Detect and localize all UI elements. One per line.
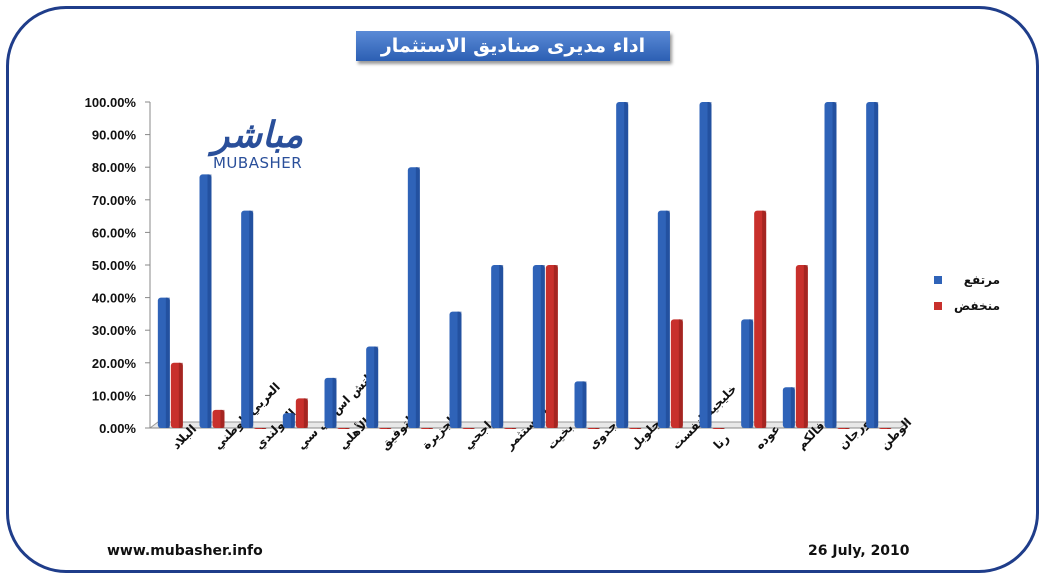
y-tick-label: 30.00%: [92, 323, 137, 338]
x-tick-label: رنا: [711, 431, 732, 452]
bar-high: [241, 210, 254, 428]
bar-shade: [303, 398, 308, 428]
bar-high: [824, 102, 837, 428]
bar-high: [699, 102, 712, 428]
bar-high: [491, 265, 504, 428]
bar-low: [670, 319, 683, 428]
y-tick-label: 10.00%: [92, 388, 137, 403]
rounded-frame: [6, 6, 1039, 573]
bar-high: [866, 102, 879, 428]
mubasher-logo: مباشر MUBASHER: [212, 115, 304, 173]
legend-label: مرتفع: [964, 273, 1000, 287]
bar-low: [795, 265, 808, 428]
bar-shade: [387, 428, 392, 429]
legend-label: منخفض: [954, 299, 1000, 313]
bar-low: [629, 428, 642, 429]
legend-swatch: [934, 276, 942, 284]
bar-shade: [262, 428, 267, 429]
y-tick-label: 80.00%: [92, 160, 137, 175]
bar-low: [337, 428, 350, 429]
bar-low: [212, 409, 225, 428]
bar-low: [170, 362, 183, 428]
bar-low: [420, 428, 433, 429]
bar-shade: [749, 319, 754, 428]
bar-high: [741, 319, 754, 428]
y-tick-label: 100.00%: [85, 95, 137, 110]
bar-shade: [165, 297, 170, 428]
y-tick-label: 50.00%: [92, 258, 137, 273]
bar-high: [199, 174, 212, 428]
y-tick-label: 70.00%: [92, 193, 137, 208]
bar-low: [462, 428, 475, 429]
logo-arabic: مباشر: [212, 115, 304, 156]
bar-high: [366, 346, 379, 428]
bar-shade: [470, 428, 475, 429]
bar-shade: [220, 409, 225, 428]
bar-shade: [720, 428, 725, 429]
y-tick-label: 0.00%: [99, 421, 136, 436]
footer-date: 26 July, 2010: [808, 543, 910, 559]
y-tick-label: 40.00%: [92, 291, 137, 306]
bar-shade: [832, 102, 837, 428]
bar-high: [282, 413, 295, 428]
y-tick-label: 90.00%: [92, 128, 137, 143]
bar-shade: [790, 387, 795, 428]
bar-low: [754, 210, 767, 428]
bar-high: [449, 311, 462, 428]
bar-shade: [332, 377, 337, 428]
bar-shade: [249, 210, 254, 428]
bar-high: [782, 387, 795, 428]
bar-shade: [415, 167, 420, 428]
bar-shade: [803, 265, 808, 428]
bar-low: [379, 428, 392, 429]
bar-shade: [678, 319, 683, 428]
bar-shade: [457, 311, 462, 428]
bar-high: [532, 265, 545, 428]
bar-shade: [582, 381, 587, 428]
bar-shade: [374, 346, 379, 428]
bar-shade: [178, 362, 183, 428]
bar-high: [324, 377, 337, 428]
bar-shade: [887, 428, 892, 429]
bar-low: [712, 428, 725, 429]
bar-shade: [762, 210, 767, 428]
y-tick-label: 60.00%: [92, 225, 137, 240]
bar-shade: [540, 265, 545, 428]
bar-high: [157, 297, 170, 428]
bar-low: [254, 428, 267, 429]
bar-shade: [637, 428, 642, 429]
bar-shade: [512, 428, 517, 429]
bar-high: [657, 210, 670, 428]
bar-low: [545, 265, 558, 428]
bar-high: [574, 381, 587, 428]
x-tick-label: الوطن: [877, 415, 915, 453]
bar-shade: [707, 102, 712, 428]
bar-shade: [624, 102, 629, 428]
bar-shade: [207, 174, 212, 428]
bar-shade: [499, 265, 504, 428]
bar-low: [837, 428, 850, 429]
bar-high: [616, 102, 629, 428]
bar-high: [407, 167, 420, 428]
bar-shade: [595, 428, 600, 429]
bar-low: [879, 428, 892, 429]
bar-shade: [553, 265, 558, 428]
bar-shade: [428, 428, 433, 429]
bar-shade: [345, 428, 350, 429]
bar-shade: [290, 413, 295, 428]
chart-title: اداء مديرى صناديق الاستثمار السعودية: [356, 31, 670, 87]
footer-website[interactable]: www.mubasher.info: [107, 543, 263, 559]
bar-low: [587, 428, 600, 429]
legend-swatch: [934, 302, 942, 310]
bar-shade: [665, 210, 670, 428]
y-tick-label: 20.00%: [92, 356, 137, 371]
bar-shade: [874, 102, 879, 428]
logo-english: MUBASHER: [212, 154, 303, 172]
bar-shade: [845, 428, 850, 429]
bar-low: [295, 398, 308, 428]
bar-low: [504, 428, 517, 429]
